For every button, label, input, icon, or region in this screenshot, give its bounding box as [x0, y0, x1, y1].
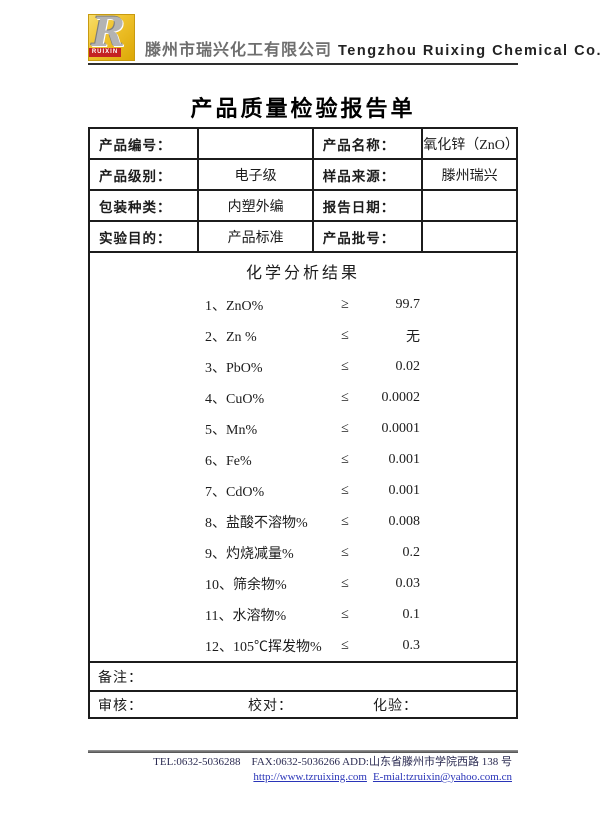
table-row: 实验目的： 产品标准 产品批号： — [87, 220, 518, 253]
package-type-value: 内塑外编 — [197, 189, 314, 222]
test-label: 化验： — [373, 698, 418, 714]
analysis-item-value: 0.001 — [388, 482, 421, 498]
analysis-item-name: 1、ZnO% — [205, 298, 264, 314]
remarks-cell: 备注： — [88, 661, 518, 692]
test-purpose-label: 实验目的： — [87, 220, 200, 253]
batch-no-label: 产品批号： — [311, 220, 424, 253]
analysis-item-value: 无 — [406, 329, 420, 345]
table-row: 化学分析结果 1、ZnO% ≥ 99.7 2、Zn % ≤ 无 3、PbO% ≤… — [88, 251, 518, 663]
analysis-item-operator: ≤ — [341, 606, 349, 622]
analysis-item-operator: ≤ — [341, 327, 349, 343]
analysis-item-zno: 1、ZnO% ≥ 99.7 — [90, 289, 516, 320]
sample-source-label: 样品来源： — [311, 158, 424, 191]
analysis-item-name: 10、筛余物% — [205, 577, 287, 593]
table-row: 审核： 校对： 化验： — [88, 690, 518, 719]
footer-divider — [88, 750, 518, 753]
product-grade-label: 产品级别： — [87, 158, 200, 191]
analysis-item-value: 99.7 — [395, 296, 421, 312]
batch-no-value — [421, 220, 518, 253]
analysis-item-operator: ≤ — [341, 544, 349, 560]
analysis-item-operator: ≤ — [341, 575, 349, 591]
signoff-cell: 审核： 校对： 化验： — [88, 690, 518, 719]
table-row: 产品级别： 电子级 样品来源： 滕州瑞兴 — [87, 158, 518, 191]
analysis-item-name: 8、盐酸不溶物% — [205, 515, 308, 531]
footer-contact-line: TEL:0632-5036288 FAX:0632-5036266 ADD:山东… — [153, 756, 512, 768]
logo-brand-band: RUIXIN — [89, 48, 121, 57]
package-type-label: 包装种类： — [87, 189, 200, 222]
footer-links-line: http://www.tzruixing.com E-mial:tzruixin@… — [88, 770, 512, 785]
analysis-item-fe: 6、Fe% ≤ 0.001 — [90, 444, 516, 475]
analysis-item-operator: ≤ — [341, 389, 349, 405]
sample-source-value: 滕州瑞兴 — [421, 158, 518, 191]
analysis-item-name: 11、水溶物% — [205, 608, 287, 624]
analysis-item-cuo: 4、CuO% ≤ 0.0002 — [90, 382, 516, 413]
analysis-item-ignition-loss: 9、灼烧减量% ≤ 0.2 — [90, 537, 516, 568]
analysis-item-value: 0.3 — [402, 637, 421, 653]
company-names: 滕州市瑞兴化工有限公司 Tengzhou Ruixing Chemical Co.… — [145, 36, 600, 60]
analysis-item-name: 9、灼烧减量% — [205, 546, 294, 562]
page-title: 产品质量检验报告单 — [190, 96, 416, 121]
chemical-analysis-cell: 化学分析结果 1、ZnO% ≥ 99.7 2、Zn % ≤ 无 3、PbO% ≤… — [88, 251, 518, 663]
analysis-item-value: 0.2 — [402, 544, 421, 560]
proofread-label: 校对： — [248, 698, 293, 714]
report-date-label: 报告日期： — [311, 189, 424, 222]
table-row: 备注： — [88, 661, 518, 692]
header-divider — [88, 63, 518, 65]
company-header: R RUIXIN 滕州市瑞兴化工有限公司 Tengzhou Ruixing Che… — [88, 9, 600, 62]
company-name-chinese: 滕州市瑞兴化工有限公司 — [145, 42, 333, 59]
website-link[interactable]: http://www.tzruixing.com — [253, 771, 367, 783]
analysis-item-name: 12、105℃挥发物% — [205, 639, 322, 655]
analysis-item-value: 0.0002 — [381, 389, 421, 405]
company-name-english: Tengzhou Ruixing Chemical Co.,Ltd. — [338, 43, 600, 59]
product-name-value: 氧化锌（ZnO） — [421, 127, 519, 160]
analysis-item-zn: 2、Zn % ≤ 无 — [90, 320, 516, 351]
analysis-section-title: 化学分析结果 — [245, 265, 360, 282]
analysis-item-name: 5、Mn% — [205, 422, 258, 438]
analysis-item-operator: ≤ — [341, 482, 349, 498]
review-label: 审核： — [98, 698, 143, 714]
company-logo: R RUIXIN — [88, 9, 135, 61]
signoff-labels: 审核： 校对： 化验： — [90, 695, 516, 715]
table-row: 产品编号： 产品名称： 氧化锌（ZnO） — [87, 127, 519, 160]
analysis-item-sieve-residue: 10、筛余物% ≤ 0.03 — [90, 568, 516, 599]
report-table: 产品编号： 产品名称： 氧化锌（ZnO） 产品级别： 电子级 样品来源： 滕州瑞… — [87, 127, 519, 719]
table-row: 包装种类： 内塑外编 报告日期： — [87, 189, 518, 222]
analysis-item-value: 0.0001 — [381, 420, 421, 436]
analysis-item-value: 0.03 — [395, 575, 421, 591]
analysis-item-name: 3、PbO% — [205, 360, 263, 376]
analysis-item-value: 0.008 — [388, 513, 421, 529]
analysis-item-value: 0.1 — [402, 606, 421, 622]
analysis-item-water-soluble: 11、水溶物% ≤ 0.1 — [90, 599, 516, 630]
analysis-item-operator: ≥ — [341, 296, 349, 312]
analysis-item-hcl-insoluble: 8、盐酸不溶物% ≤ 0.008 — [90, 506, 516, 537]
analysis-item-volatile-105c: 12、105℃挥发物% ≤ 0.3 — [90, 630, 516, 661]
analysis-item-operator: ≤ — [341, 358, 349, 374]
analysis-item-operator: ≤ — [341, 420, 349, 436]
footer: TEL:0632-5036288 FAX:0632-5036266 ADD:山东… — [88, 755, 512, 785]
analysis-item-operator: ≤ — [341, 513, 349, 529]
analysis-item-cdo: 7、CdO% ≤ 0.001 — [90, 475, 516, 506]
analysis-item-name: 4、CuO% — [205, 391, 265, 407]
analysis-item-pbo: 3、PbO% ≤ 0.02 — [90, 351, 516, 382]
analysis-item-name: 6、Fe% — [205, 453, 252, 469]
product-grade-value: 电子级 — [197, 158, 314, 191]
analysis-item-name: 2、Zn % — [205, 329, 257, 345]
analysis-item-operator: ≤ — [341, 637, 349, 653]
analysis-item-operator: ≤ — [341, 451, 349, 467]
analysis-item-name: 7、CdO% — [205, 484, 265, 500]
product-no-value — [197, 127, 314, 160]
email-link[interactable]: E-mial:tzruixin@yahoo.com.cn — [372, 771, 512, 783]
product-no-label: 产品编号： — [87, 127, 200, 160]
analysis-item-mn: 5、Mn% ≤ 0.0001 — [90, 413, 516, 444]
test-purpose-value: 产品标准 — [197, 220, 314, 253]
report-date-value — [421, 189, 518, 222]
product-name-label: 产品名称： — [311, 127, 424, 160]
analysis-item-value: 0.02 — [395, 358, 421, 374]
analysis-item-value: 0.001 — [388, 451, 421, 467]
